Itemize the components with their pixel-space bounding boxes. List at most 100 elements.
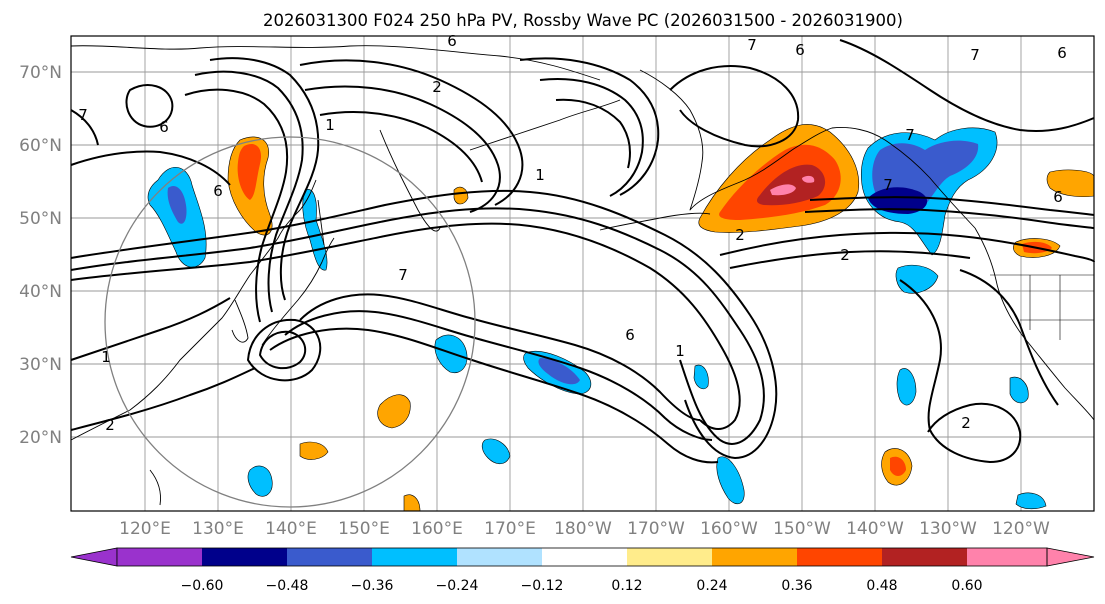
lat-label-70n: 70°N xyxy=(19,63,62,83)
anomaly-positive-cell-f xyxy=(453,186,469,205)
contour-label: 7 xyxy=(905,126,915,144)
colorbar-segment xyxy=(117,548,202,566)
lon-label-150w: 150°W xyxy=(773,519,831,539)
colorbar-segment xyxy=(202,548,287,566)
pv-contour-japan-loop xyxy=(259,330,307,370)
contour-label: 2 xyxy=(735,226,745,244)
colorbar-tick-label: −0.36 xyxy=(351,578,394,594)
coast-kamchatka xyxy=(379,129,441,232)
contour-label: 6 xyxy=(1057,44,1067,62)
colorbar-segment xyxy=(627,548,712,566)
lat-label-60n: 60°N xyxy=(19,136,62,156)
contour-label: 1 xyxy=(101,348,111,366)
pv-contour-south-trough xyxy=(299,293,701,421)
contour-label: 7 xyxy=(883,176,893,194)
colorbar-tick-label: 0.60 xyxy=(951,578,982,594)
colorbar-tick-label: −0.24 xyxy=(436,578,479,594)
pv-contour-upper-trough-2 xyxy=(539,78,644,197)
pv-contour-jet-2 xyxy=(70,222,741,430)
pv-contour-upper-trough xyxy=(519,57,660,196)
pv-contour-japan-loop-2 xyxy=(247,318,322,382)
map-panel: 6 7 2 1 6 7 6 7 6 2 1 2 7 6 1 2 7 2 6 1 … xyxy=(70,32,1095,512)
anomaly-negative-cell-j xyxy=(693,364,709,390)
pv-contour-south-trough-3 xyxy=(269,327,719,464)
anomaly-negative-bc-deep xyxy=(868,187,928,214)
coast-alaska xyxy=(639,69,976,229)
pv-contour-ridge-west-3 xyxy=(184,88,289,323)
contour-label: 6 xyxy=(625,326,635,344)
figure-title: 2026031300 F024 250 hPa PV, Rossby Wave … xyxy=(263,11,903,30)
colorbar-tick-label: −0.60 xyxy=(181,578,224,594)
lon-label-130w: 130°W xyxy=(919,519,977,539)
contour-label: 2 xyxy=(105,416,115,434)
anomaly-negative-cell-h xyxy=(1009,376,1029,404)
lon-label-170w: 170°W xyxy=(627,519,685,539)
lon-label-150e: 150°E xyxy=(338,519,390,539)
pv-contour-east-jet-2 xyxy=(804,208,1095,229)
anomaly-positive-cell-a xyxy=(377,394,411,429)
pv-contours xyxy=(70,39,1095,464)
coast-asia-east xyxy=(70,179,317,441)
contour-label: 7 xyxy=(398,266,408,284)
coastlines xyxy=(70,45,1095,506)
coast-sakhalin xyxy=(317,199,325,246)
colorbar-tick-label: −0.12 xyxy=(521,578,564,594)
colorbar: −0.60 −0.48 −0.36 −0.24 −0.12 0.12 0.24 … xyxy=(70,547,1095,594)
map-background xyxy=(71,36,1094,511)
lat-label-30n: 30°N xyxy=(19,355,62,375)
longitude-labels: 120°E 130°E 140°E 150°E 160°E 170°E 180°… xyxy=(119,519,1050,539)
colorbar-tick-label: 0.24 xyxy=(696,578,727,594)
graticule xyxy=(71,36,1094,511)
contour-label: 6 xyxy=(159,118,169,136)
coast-philippines xyxy=(149,469,161,506)
lon-label-120e: 120°E xyxy=(119,519,171,539)
pv-contour-east-3 xyxy=(959,269,1059,406)
pv-anomaly-shading xyxy=(147,124,1095,512)
pv-contour-subtropic-1 xyxy=(70,297,231,361)
colorbar-tick-label: 0.48 xyxy=(866,578,897,594)
anomaly-positive-cell-c-core xyxy=(890,456,906,476)
colorbar-segment xyxy=(967,548,1047,566)
anomaly-positive-asia-core xyxy=(237,144,262,200)
pv-contour-east-jet-4 xyxy=(729,250,971,269)
pv-contour-jet-1 xyxy=(70,207,765,445)
pv-contour-ridge-west xyxy=(209,57,320,301)
pv-contour-ridge-core xyxy=(299,59,524,206)
colorbar-segment xyxy=(287,548,372,566)
anomaly-negative-cell-a-core xyxy=(538,358,580,385)
anomaly-negative-cell-e xyxy=(716,456,745,505)
pv-contour-west-band xyxy=(70,150,231,186)
colorbar-segment xyxy=(882,548,967,566)
contour-label: 2 xyxy=(432,78,442,96)
map-frame xyxy=(70,35,1095,512)
anomaly-negative-cell-g xyxy=(896,368,917,406)
contour-label: 6 xyxy=(1053,188,1063,206)
contour-label: 7 xyxy=(78,106,88,124)
lat-label-20n: 20°N xyxy=(19,428,62,448)
pv-contour-alaska-low xyxy=(669,65,800,148)
highlight-circle xyxy=(104,136,476,508)
colorbar-tick-label: −0.48 xyxy=(266,578,309,594)
contour-label: 6 xyxy=(447,32,457,50)
pv-contour-northwest xyxy=(70,109,99,146)
contour-label: 6 xyxy=(213,182,223,200)
lon-label-130e: 130°E xyxy=(192,519,244,539)
contour-label: 7 xyxy=(747,36,757,54)
contour-label: 1 xyxy=(675,342,685,360)
lon-label-180w: 180°W xyxy=(554,519,612,539)
pv-contour-east-jet-1 xyxy=(809,196,1095,216)
colorbar-segment xyxy=(797,548,882,566)
coast-korea xyxy=(231,299,249,343)
lat-label-50n: 50°N xyxy=(19,209,62,229)
pv-contour-ridge-core-3 xyxy=(319,111,483,183)
contour-label: 1 xyxy=(535,166,545,184)
colorbar-outline xyxy=(116,547,1048,567)
lon-label-170e: 170°E xyxy=(484,519,536,539)
latitude-labels: 70°N 60°N 50°N 40°N 30°N 20°N xyxy=(19,63,62,448)
anomaly-negative-cell-d xyxy=(481,438,511,465)
colorbar-tick-label: 0.36 xyxy=(781,578,812,594)
pv-contour-subtropic-2 xyxy=(70,367,256,431)
coast-north-america-west xyxy=(974,227,1095,421)
contour-label: 1 xyxy=(325,116,335,134)
anomaly-negative-cell-c xyxy=(247,465,273,497)
